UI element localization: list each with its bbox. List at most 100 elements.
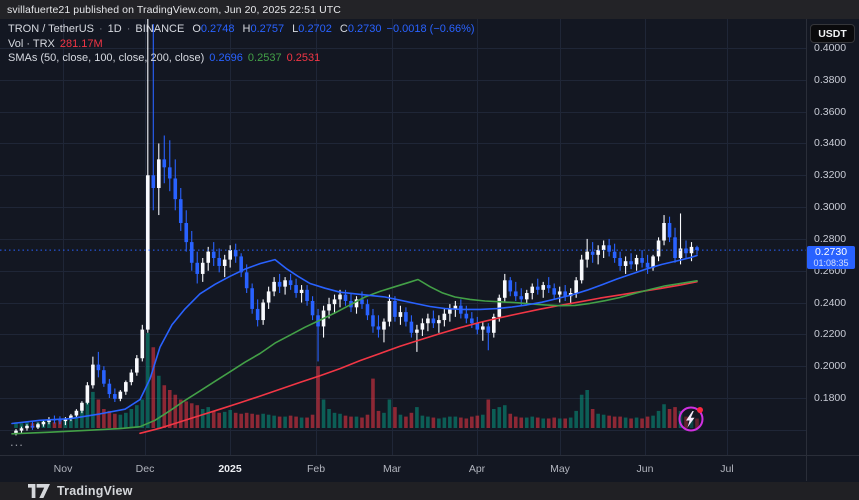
- currency-toggle-button[interactable]: USDT: [810, 24, 855, 43]
- candle-body: [261, 302, 265, 321]
- volume-bar: [167, 390, 172, 428]
- volume-bar: [283, 416, 287, 428]
- volume-bar: [667, 409, 672, 428]
- interval-label: 1D: [107, 23, 122, 35]
- chart-legend: TRON / TetherUS · 1D · BINANCE O0.2748 H…: [8, 23, 475, 67]
- candle-body: [645, 262, 650, 268]
- volume-bar: [189, 403, 194, 428]
- volume-bar: [19, 423, 24, 428]
- volume-bar: [497, 407, 502, 428]
- volume-bar: [695, 418, 699, 428]
- time-axis-label: 2025: [218, 463, 242, 475]
- candle-body: [113, 394, 117, 399]
- sma-row: SMAs (50, close, 100, close, 200, close)…: [8, 52, 475, 66]
- volume-bar: [470, 416, 474, 428]
- time-axis-label: Dec: [135, 463, 155, 475]
- tradingview-logo-icon[interactable]: [28, 483, 50, 498]
- volume-bar: [58, 421, 62, 428]
- candle-body: [255, 308, 260, 321]
- volume-bar: [261, 413, 265, 428]
- candle-body: [684, 248, 688, 254]
- volume-bar: [508, 413, 513, 428]
- volume-bar: [502, 405, 507, 428]
- candle-body: [184, 223, 189, 243]
- volume-bar: [85, 401, 90, 428]
- volume-bar: [349, 416, 353, 428]
- volume-bar: [645, 416, 650, 428]
- volume-bar: [365, 414, 370, 428]
- volume-bar: [398, 414, 403, 428]
- candle-body: [695, 247, 699, 251]
- time-axis-label: Apr: [468, 463, 486, 475]
- volume-bar: [519, 417, 524, 428]
- volume-bar: [546, 418, 551, 428]
- volume-bar: [448, 416, 452, 428]
- volume-bar: [151, 347, 156, 428]
- volume-bar: [222, 411, 227, 428]
- candle-body: [80, 402, 84, 411]
- volume-bar: [250, 413, 254, 428]
- candle-body: [206, 251, 211, 263]
- lightning-sticker-icon: [678, 406, 704, 432]
- volume-bar: [574, 410, 578, 428]
- candle-body: [470, 318, 474, 324]
- volume-bar: [91, 391, 95, 428]
- volume-bar: [673, 407, 677, 428]
- sma-50-line: [11, 254, 698, 425]
- attribution-text: svillafuerte21 published on TradingView.…: [7, 3, 341, 16]
- volume-bar: [431, 417, 436, 428]
- candle-body: [124, 382, 128, 392]
- candle-body: [91, 364, 95, 386]
- ohlc-low: L0.2702: [292, 23, 332, 35]
- volume-bar: [228, 409, 232, 428]
- volume-bar: [146, 333, 150, 428]
- candle-body: [162, 159, 167, 168]
- candle-body: [502, 280, 507, 298]
- candle-body: [634, 258, 639, 265]
- price-tick-label: 0.3600: [814, 105, 847, 118]
- candle-body: [492, 316, 496, 333]
- candle-body: [360, 299, 364, 305]
- chart-pane[interactable]: [0, 19, 859, 455]
- candle-body: [102, 370, 106, 384]
- candle-body: [464, 313, 469, 319]
- volume-bar: [178, 399, 183, 428]
- bar-countdown: 01:08:35: [813, 258, 849, 269]
- volume-bar: [135, 405, 139, 428]
- candle-body: [563, 291, 567, 297]
- volume-bar: [409, 412, 414, 428]
- candle-body: [513, 291, 518, 297]
- more-indicators-button[interactable]: ...: [10, 434, 24, 449]
- candle-body: [118, 391, 123, 399]
- volume-bar: [475, 415, 480, 428]
- axis-separator: [806, 19, 807, 481]
- price-axis[interactable]: USDT 0.2730 01:08:35 0.4000 0.3800 0.3600 0…: [807, 19, 859, 455]
- time-axis-label: Jun: [636, 463, 654, 475]
- candle-body: [178, 199, 183, 224]
- volume-bar: [184, 401, 189, 428]
- candle-body: [135, 358, 139, 373]
- candle-body: [140, 329, 145, 359]
- volume-bar: [656, 410, 661, 428]
- volume-bar: [486, 399, 491, 428]
- candle-body: [74, 410, 79, 416]
- volume-bar: [678, 410, 683, 428]
- candle-body: [607, 245, 611, 252]
- time-axis[interactable]: Nov Dec 2025 Feb Mar Apr May Jun Jul: [0, 455, 859, 482]
- volume-bar: [437, 418, 441, 428]
- candle-body: [420, 323, 425, 330]
- volume-bar: [585, 390, 589, 428]
- volume-bar: [481, 414, 485, 428]
- candle-body: [409, 321, 414, 333]
- volume-bar: [568, 417, 573, 428]
- separator: ·: [126, 23, 131, 35]
- volume-bar: [310, 414, 315, 428]
- volume-bar: [612, 416, 617, 428]
- candle-body: [250, 288, 254, 309]
- volume-bar: [354, 416, 359, 428]
- volume-bar: [52, 422, 57, 428]
- volume-bar: [69, 419, 73, 428]
- volume-bar: [206, 407, 211, 428]
- volume-bar: [211, 410, 216, 428]
- footer-brand-text[interactable]: TradingView: [57, 483, 133, 498]
